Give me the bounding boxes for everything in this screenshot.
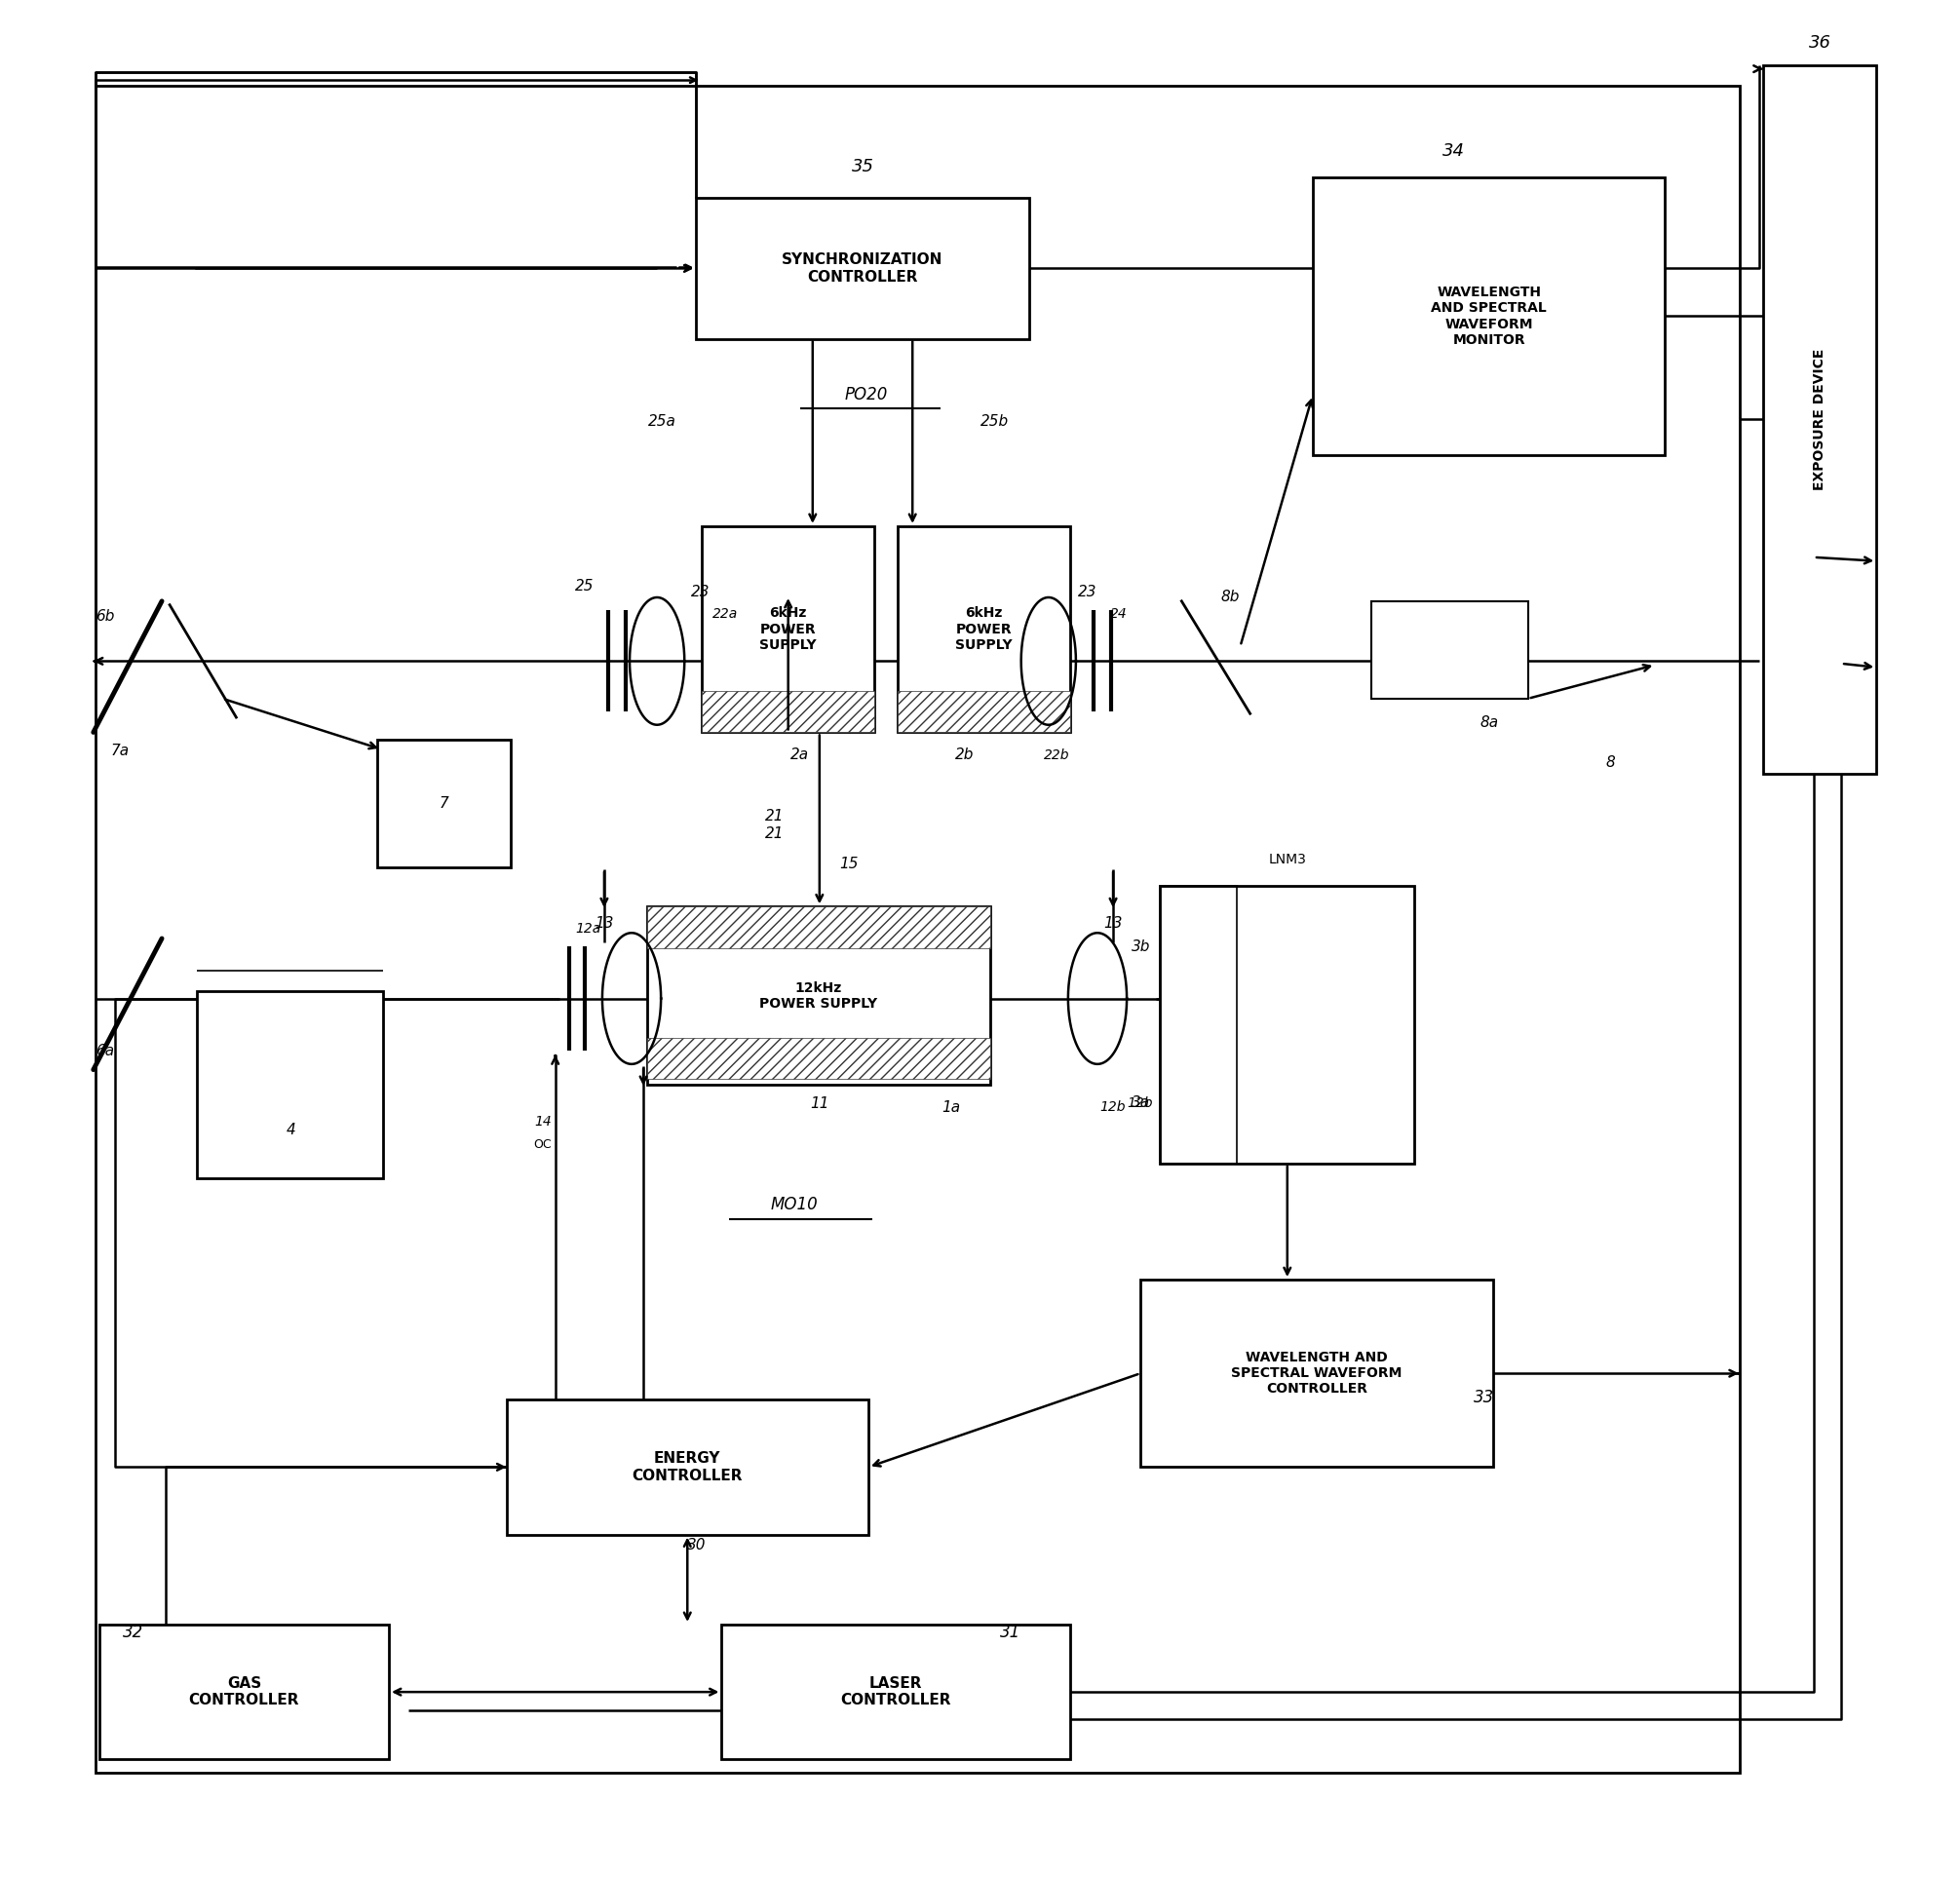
Text: 34: 34 <box>1443 143 1464 160</box>
Text: 12b: 12b <box>1127 1096 1152 1111</box>
Bar <box>647 907 990 1085</box>
Text: 6b: 6b <box>96 608 114 623</box>
Text: 31: 31 <box>1000 1624 1021 1640</box>
Text: 13: 13 <box>1103 916 1123 931</box>
Text: LNM3: LNM3 <box>1268 852 1305 867</box>
Text: 2b: 2b <box>955 747 974 762</box>
Text: PO20: PO20 <box>845 387 888 404</box>
Bar <box>1160 886 1237 1164</box>
Bar <box>702 526 874 732</box>
Bar <box>898 691 1070 732</box>
Bar <box>100 1624 388 1759</box>
Text: 24: 24 <box>1109 608 1127 621</box>
Bar <box>898 526 1070 732</box>
Bar <box>1141 1280 1494 1468</box>
Text: 25b: 25b <box>980 415 1007 428</box>
Text: 8: 8 <box>1605 755 1615 770</box>
Text: 6kHz
POWER
SUPPLY: 6kHz POWER SUPPLY <box>760 606 817 651</box>
Text: 23: 23 <box>1078 584 1098 599</box>
Bar <box>721 1624 1070 1759</box>
Text: OC: OC <box>533 1137 551 1151</box>
Text: 2a: 2a <box>790 747 809 762</box>
Text: 6kHz
POWER
SUPPLY: 6kHz POWER SUPPLY <box>955 606 1013 651</box>
Text: GAS
CONTROLLER: GAS CONTROLLER <box>188 1676 300 1708</box>
Bar <box>647 1038 990 1079</box>
Bar <box>1372 601 1529 698</box>
Bar <box>647 907 990 948</box>
Text: SYNCHRONIZATION
CONTROLLER: SYNCHRONIZATION CONTROLLER <box>782 253 943 283</box>
Bar <box>696 199 1029 338</box>
Text: 21: 21 <box>764 809 784 824</box>
Text: 25a: 25a <box>649 415 676 428</box>
Text: 7: 7 <box>439 796 449 811</box>
Text: LASER
CONTROLLER: LASER CONTROLLER <box>841 1676 951 1708</box>
Text: 6a: 6a <box>96 1044 114 1059</box>
Text: 7a: 7a <box>112 743 129 758</box>
Text: 1a: 1a <box>941 1100 960 1115</box>
Text: 8b: 8b <box>1221 589 1241 604</box>
Text: ENERGY
CONTROLLER: ENERGY CONTROLLER <box>631 1451 743 1483</box>
Text: 12b: 12b <box>1100 1100 1125 1115</box>
Text: 3b: 3b <box>1131 940 1151 954</box>
Text: 25: 25 <box>574 578 594 593</box>
Text: 4: 4 <box>286 1122 296 1137</box>
Text: 30: 30 <box>686 1539 706 1552</box>
Bar <box>96 86 1739 1772</box>
Text: 36: 36 <box>1809 34 1831 51</box>
Text: 11: 11 <box>809 1096 829 1111</box>
Text: 13: 13 <box>594 916 613 931</box>
Bar <box>1762 66 1876 773</box>
Bar <box>198 991 382 1179</box>
Text: 15: 15 <box>839 856 858 871</box>
Text: 14: 14 <box>533 1115 551 1128</box>
Text: 12kHz
POWER SUPPLY: 12kHz POWER SUPPLY <box>759 982 878 1010</box>
Text: 3a: 3a <box>1131 1094 1151 1109</box>
Text: MO10: MO10 <box>770 1196 817 1213</box>
Text: WAVELENGTH AND
SPECTRAL WAVEFORM
CONTROLLER: WAVELENGTH AND SPECTRAL WAVEFORM CONTROL… <box>1231 1351 1401 1396</box>
Bar <box>1313 178 1666 454</box>
Text: 22b: 22b <box>1043 749 1070 762</box>
Text: 8a: 8a <box>1480 715 1497 730</box>
Bar <box>702 691 874 732</box>
Text: 23: 23 <box>690 584 710 599</box>
Text: 12a: 12a <box>576 922 602 937</box>
Text: 22a: 22a <box>713 608 739 621</box>
Text: 21: 21 <box>764 826 784 841</box>
Bar <box>376 740 510 867</box>
Bar <box>1160 886 1415 1164</box>
Text: 35: 35 <box>851 158 874 175</box>
Text: EXPOSURE DEVICE: EXPOSURE DEVICE <box>1813 349 1827 490</box>
Text: WAVELENGTH
AND SPECTRAL
WAVEFORM
MONITOR: WAVELENGTH AND SPECTRAL WAVEFORM MONITOR <box>1431 285 1546 347</box>
Bar <box>506 1400 868 1535</box>
Text: 33: 33 <box>1474 1389 1494 1406</box>
Text: 32: 32 <box>123 1624 143 1640</box>
